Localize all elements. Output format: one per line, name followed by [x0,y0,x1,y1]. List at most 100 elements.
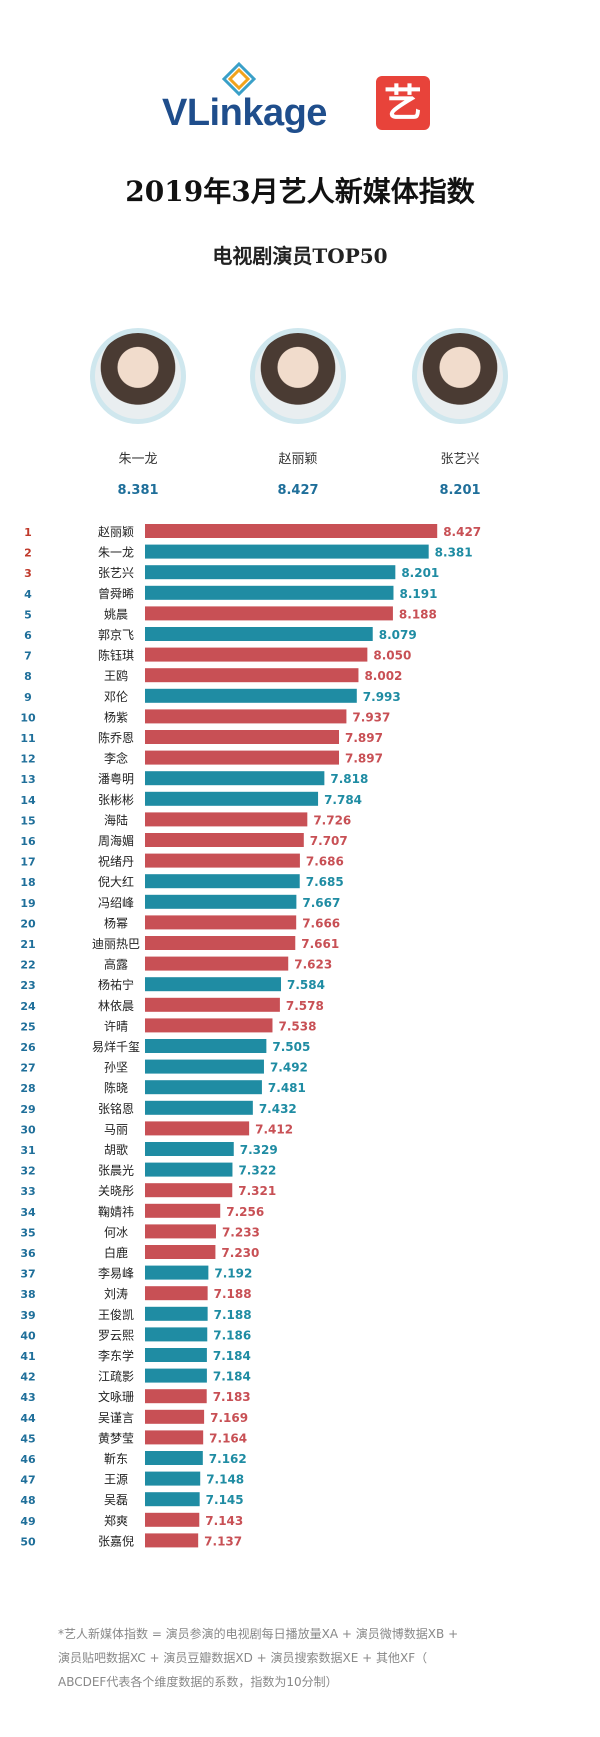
category-label: 海陆 [104,812,128,827]
value-label: 7.143 [205,1514,243,1528]
rank-number: 32 [20,1165,35,1178]
page-title: 2019年3月艺人新媒体指数 [125,175,475,208]
value-label: 7.538 [278,1019,316,1033]
ranking-bar-chart: 1 赵丽颖 8.427 2 朱一龙 8.381 3 张艺兴 8.201 4 曾舜晞 8.191 5 姚晨 8… [20,524,481,1548]
category-label: 倪大红 [98,874,134,889]
avatar [250,328,346,424]
category-label: 吴磊 [104,1493,128,1507]
logo-text: VLinkage [162,92,327,134]
category-label: 王俊凯 [98,1307,134,1322]
value-label: 8.002 [364,669,402,683]
rank-number: 13 [20,773,35,786]
rank-number: 50 [20,1535,36,1548]
rank-number: 49 [20,1515,35,1528]
value-label: 7.169 [210,1411,248,1425]
category-label: 张彬彬 [98,793,134,807]
value-label: 7.505 [272,1040,310,1054]
footnote-line: *艺人新媒体指数 = 演员参演的电视剧每日播放量XA + 演员微博数据XB + [58,1627,459,1641]
bar [145,1265,209,1280]
value-label: 7.256 [226,1205,264,1219]
rank-number: 5 [24,608,32,621]
rank-number: 40 [20,1329,36,1342]
category-label: 冯绍峰 [98,896,134,910]
value-label: 7.667 [302,896,340,910]
value-label: 7.230 [221,1246,259,1260]
rank-number: 23 [20,979,35,992]
podium-score: 8.427 [277,483,319,498]
bar [145,874,300,889]
value-label: 7.183 [213,1390,251,1404]
bar [145,1430,204,1445]
value-label: 7.432 [259,1102,297,1116]
category-label: 赵丽颖 [98,525,134,539]
bar [145,771,325,786]
rank-number: 43 [20,1391,35,1404]
category-label: 杨幂 [104,915,128,930]
value-label: 7.137 [204,1534,242,1548]
category-label: 李东学 [98,1348,134,1363]
bar [145,688,357,703]
bar [145,812,308,827]
category-label: 许晴 [104,1019,128,1033]
category-label: 张嘉倪 [98,1534,134,1548]
bar [145,1327,208,1342]
bar [145,1121,250,1136]
value-label: 7.412 [255,1122,293,1136]
rank-number: 34 [20,1206,36,1219]
category-label: 王鸥 [104,668,128,683]
footnote-line: 演员贴吧数据XC + 演员豆瓣数据XD + 演员搜索数据XE + 其他XF（ [58,1651,428,1665]
brand-logo: VLinkage 艺 [162,62,442,142]
bar [145,1306,208,1321]
avatar [90,328,186,424]
bar [145,1471,201,1486]
value-label: 7.937 [352,710,390,724]
value-label: 7.897 [345,752,383,766]
bar [145,585,394,600]
bar [145,524,438,538]
rank-number: 1 [24,526,32,539]
category-label: 陈晓 [104,1080,128,1095]
podium-second: 朱一龙 8.381 [78,328,198,498]
rank-number: 42 [20,1371,35,1384]
category-label: 刘涛 [104,1286,128,1301]
category-label: 易烊千玺 [92,1040,140,1054]
category-label: 高露 [104,957,128,972]
category-label: 郑爽 [104,1513,128,1528]
bar [145,606,393,621]
bar [145,1348,207,1362]
podium-name: 赵丽颖 [278,452,318,467]
category-label: 胡歌 [104,1142,128,1157]
bar [145,627,373,641]
value-label: 7.162 [209,1452,247,1466]
value-label: 7.993 [363,690,401,704]
value-label: 7.192 [214,1267,252,1281]
rank-number: 3 [24,567,32,580]
category-label: 周海媚 [98,833,134,848]
rank-number: 26 [20,1041,36,1054]
bar [145,1368,207,1383]
rank-number: 12 [20,753,35,766]
category-label: 朱一龙 [98,546,134,560]
rank-number: 19 [20,897,35,910]
bar [145,1142,234,1156]
rank-number: 9 [24,691,32,704]
rank-number: 21 [20,938,35,951]
category-label: 江疏影 [98,1369,134,1384]
podium-first: 赵丽颖 8.427 [238,328,358,498]
value-label: 7.184 [213,1349,251,1363]
rank-number: 4 [24,588,32,601]
rank-number: 10 [20,711,36,724]
category-label: 白鹿 [104,1245,128,1260]
category-label: 马丽 [104,1122,128,1136]
bar [145,647,368,662]
bar [145,853,300,868]
rank-number: 48 [20,1494,35,1507]
value-label: 7.233 [222,1225,260,1239]
rank-number: 47 [20,1474,35,1487]
rank-number: 37 [20,1268,35,1281]
rank-number: 16 [20,835,36,848]
value-label: 7.188 [214,1308,252,1322]
category-label: 靳东 [104,1452,128,1466]
bar [145,1059,264,1074]
rank-number: 35 [20,1226,35,1239]
